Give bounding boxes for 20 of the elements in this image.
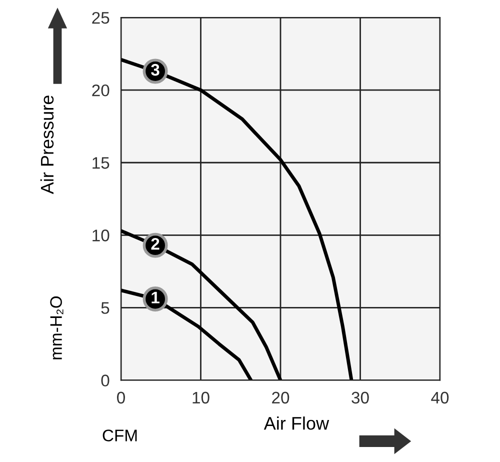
text: mm-H₂O — [50, 296, 64, 360]
x-tick-label: 0 — [117, 392, 125, 404]
series-label: 1 — [152, 292, 160, 304]
y-tick-label: 5 — [101, 302, 110, 314]
y-tick-label: 25 — [92, 12, 110, 24]
text: CFM — [102, 430, 137, 442]
line-series — [121, 229, 282, 380]
y-tick-label: 0 — [101, 374, 110, 386]
y-tick-label: 20 — [92, 84, 110, 96]
x-axis-title: Air Flow — [264, 416, 330, 430]
x-tick-label: 20 — [272, 392, 290, 404]
series-label: 2 — [151, 238, 160, 250]
line-series — [121, 58, 354, 380]
x-tick-label: 30 — [352, 392, 369, 404]
x-tick-label: 40 — [431, 392, 449, 404]
series-label: 3 — [151, 64, 160, 76]
y-tick-label: 10 — [92, 230, 110, 242]
y-axis-title: Air Pressure — [40, 96, 54, 194]
x-tick-label: 10 — [192, 392, 210, 404]
y-tick-label: 15 — [92, 157, 110, 169]
